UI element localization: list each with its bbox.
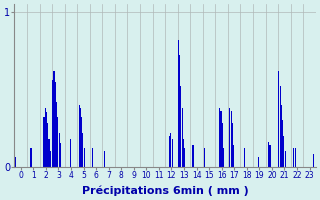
Bar bbox=[46, 112, 47, 167]
Bar bbox=[59, 133, 60, 167]
Bar bbox=[178, 40, 179, 167]
Bar bbox=[169, 136, 170, 167]
Bar bbox=[47, 123, 48, 167]
Bar bbox=[181, 108, 183, 167]
Bar bbox=[268, 142, 269, 167]
Bar bbox=[281, 105, 282, 167]
Bar bbox=[283, 136, 284, 167]
Bar bbox=[184, 148, 185, 167]
Bar bbox=[14, 157, 16, 167]
Bar bbox=[92, 148, 93, 167]
Bar bbox=[57, 117, 58, 167]
Bar bbox=[30, 148, 31, 167]
Bar bbox=[193, 145, 194, 167]
Bar bbox=[48, 139, 50, 167]
Bar bbox=[56, 102, 57, 167]
Bar bbox=[223, 148, 224, 167]
Bar bbox=[258, 157, 259, 167]
Bar bbox=[293, 148, 294, 167]
Bar bbox=[279, 86, 281, 167]
Bar bbox=[82, 133, 84, 167]
Bar bbox=[179, 55, 180, 167]
Bar bbox=[282, 120, 283, 167]
Bar bbox=[233, 145, 234, 167]
Bar bbox=[60, 143, 61, 167]
Bar bbox=[104, 151, 105, 167]
Bar bbox=[31, 148, 32, 167]
Bar bbox=[183, 139, 184, 167]
X-axis label: Précipitations 6min ( mm ): Précipitations 6min ( mm ) bbox=[82, 185, 249, 196]
Bar bbox=[204, 148, 205, 167]
Bar bbox=[295, 148, 296, 167]
Bar bbox=[232, 123, 233, 167]
Bar bbox=[50, 151, 51, 167]
Bar bbox=[170, 133, 171, 167]
Bar bbox=[192, 145, 193, 167]
Bar bbox=[45, 108, 46, 167]
Bar bbox=[53, 71, 54, 167]
Bar bbox=[229, 108, 230, 167]
Bar bbox=[81, 117, 82, 167]
Bar bbox=[230, 111, 232, 167]
Bar bbox=[220, 111, 221, 167]
Bar bbox=[79, 105, 80, 167]
Bar bbox=[55, 82, 56, 167]
Bar bbox=[219, 108, 220, 167]
Bar bbox=[222, 123, 223, 167]
Bar bbox=[84, 148, 85, 167]
Bar bbox=[313, 154, 315, 167]
Bar bbox=[180, 86, 181, 167]
Bar bbox=[278, 71, 279, 167]
Bar bbox=[269, 145, 270, 167]
Bar bbox=[244, 148, 245, 167]
Bar bbox=[284, 151, 286, 167]
Bar bbox=[80, 108, 81, 167]
Bar bbox=[70, 139, 71, 167]
Bar bbox=[52, 80, 53, 167]
